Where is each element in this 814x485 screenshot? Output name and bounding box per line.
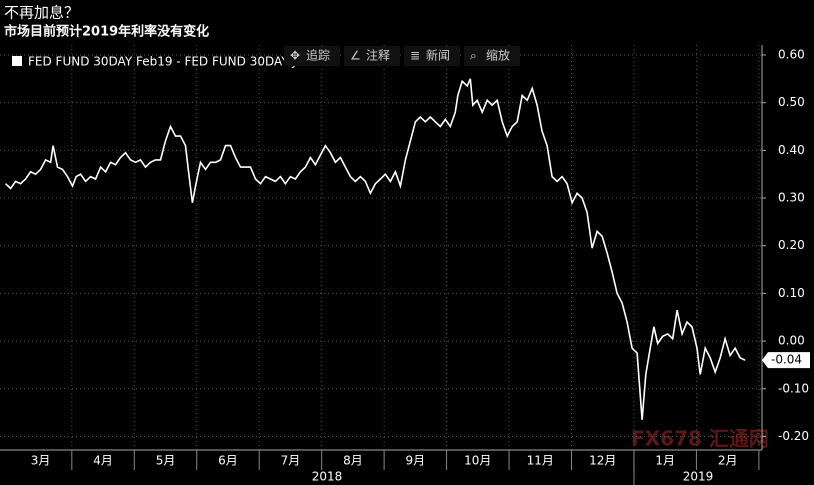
x-tick-label: 4月 (93, 454, 113, 468)
chart-title: 不再加息？ (4, 4, 79, 22)
toolbar-icon: ⌕ (470, 49, 477, 63)
toolbar-button-bg (464, 46, 520, 66)
x-tick-label: 3月 (31, 454, 51, 468)
x-tick-label: 2月 (718, 454, 738, 468)
y-tick-label: 0.40 (778, 143, 805, 157)
y-tick-label: 0.10 (778, 286, 805, 300)
y-tick-label: 0.50 (778, 95, 805, 109)
y-tick-label: 0.20 (778, 238, 805, 252)
x-tick-label: 6月 (218, 454, 238, 468)
toolbar-label: 追踪 (306, 48, 330, 63)
x-tick-label: 7月 (281, 454, 301, 468)
y-tick-label: 0.00 (778, 334, 805, 348)
year-label: 2018 (312, 470, 343, 484)
x-tick-label: 12月 (589, 454, 616, 468)
toolbar-button[interactable]: ✥ 追踪 (284, 46, 340, 66)
toolbar-label: 新闻 (426, 48, 450, 63)
y-tick-label: -0.10 (778, 381, 809, 395)
toolbar-button-bg (284, 46, 340, 66)
last-value-flag (762, 352, 810, 369)
toolbar-button[interactable]: ⌕ 缩放 (464, 46, 520, 66)
toolbar-label: 注释 (366, 48, 390, 63)
toolbar-button-bg (404, 46, 460, 66)
toolbar-icon: ≣ (410, 49, 420, 63)
toolbar-button[interactable]: ≣ 新闻 (404, 46, 460, 66)
x-tick-label: 5月 (156, 454, 176, 468)
x-tick-label: 10月 (464, 454, 491, 468)
y-tick-label: -0.20 (778, 429, 809, 443)
y-tick-label: 0.60 (778, 48, 805, 62)
toolbar-button[interactable]: ∠ 注释 (344, 46, 400, 66)
x-tick-label: 11月 (527, 454, 554, 468)
toolbar-icon: ✥ (290, 49, 300, 63)
x-tick-label: 1月 (655, 454, 675, 468)
toolbar-button-bg (344, 46, 400, 66)
x-tick-label: 8月 (343, 454, 363, 468)
year-label: 2019 (683, 470, 714, 484)
chart-subtitle: 市场目前预计2019年利率没有变化 (4, 24, 209, 40)
x-tick-label: 9月 (406, 454, 426, 468)
toolbar-label: 缩放 (486, 48, 510, 63)
legend-label: FED FUND 30DAY Feb19 - FED FUND 30DAY Ja… (28, 55, 326, 69)
legend-swatch (12, 56, 22, 66)
toolbar-icon: ∠ (350, 49, 361, 63)
watermark: FX678 汇通网 (631, 427, 769, 451)
data-line (5, 78, 746, 420)
last-value-label: -0.04 (771, 353, 802, 367)
y-tick-label: 0.30 (778, 191, 805, 205)
